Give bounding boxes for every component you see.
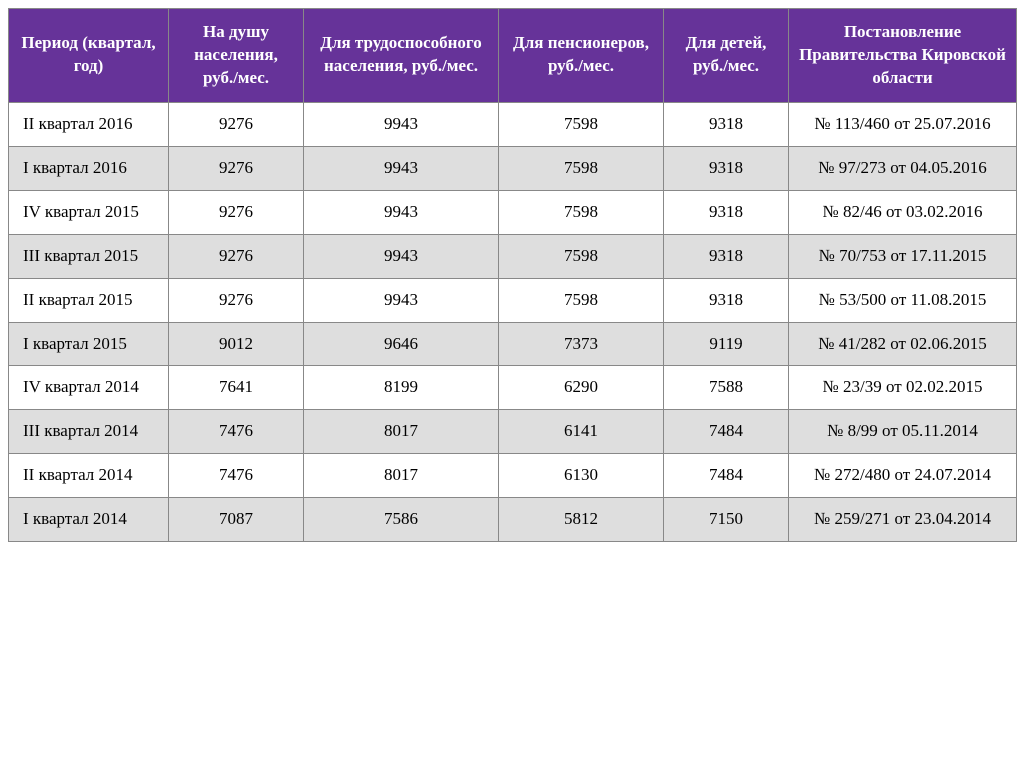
cell-working: 8199 <box>304 366 499 410</box>
table-row: I квартал 2014 7087 7586 5812 7150 № 259… <box>9 498 1017 542</box>
cell-period: I квартал 2016 <box>9 146 169 190</box>
table-row: IV квартал 2015 9276 9943 7598 9318 № 82… <box>9 190 1017 234</box>
table-row: III квартал 2014 7476 8017 6141 7484 № 8… <box>9 410 1017 454</box>
cell-decree: № 41/282 от 02.06.2015 <box>789 322 1017 366</box>
cell-pension: 7598 <box>499 234 664 278</box>
table-header: Период (квартал, год) На душу населения,… <box>9 9 1017 103</box>
cell-pension: 6141 <box>499 410 664 454</box>
cell-percapita: 9276 <box>169 234 304 278</box>
cell-working: 8017 <box>304 410 499 454</box>
col-header-decree: Постановление Правительства Кировской об… <box>789 9 1017 103</box>
cell-decree: № 82/46 от 03.02.2016 <box>789 190 1017 234</box>
table-row: I квартал 2016 9276 9943 7598 9318 № 97/… <box>9 146 1017 190</box>
table-body: II квартал 2016 9276 9943 7598 9318 № 11… <box>9 102 1017 541</box>
table-row: II квартал 2015 9276 9943 7598 9318 № 53… <box>9 278 1017 322</box>
cell-working: 9943 <box>304 102 499 146</box>
cell-children: 9318 <box>664 146 789 190</box>
cell-pension: 7598 <box>499 190 664 234</box>
cell-percapita: 7476 <box>169 454 304 498</box>
cell-decree: № 23/39 от 02.02.2015 <box>789 366 1017 410</box>
cell-period: IV квартал 2015 <box>9 190 169 234</box>
table-row: I квартал 2015 9012 9646 7373 9119 № 41/… <box>9 322 1017 366</box>
cell-decree: № 8/99 от 05.11.2014 <box>789 410 1017 454</box>
cell-period: III квартал 2015 <box>9 234 169 278</box>
living-wage-table: Период (квартал, год) На душу населения,… <box>8 8 1017 542</box>
cell-pension: 7598 <box>499 146 664 190</box>
cell-children: 9318 <box>664 234 789 278</box>
cell-pension: 5812 <box>499 498 664 542</box>
cell-children: 9119 <box>664 322 789 366</box>
cell-children: 7150 <box>664 498 789 542</box>
cell-pension: 6290 <box>499 366 664 410</box>
table-row: IV квартал 2014 7641 8199 6290 7588 № 23… <box>9 366 1017 410</box>
cell-percapita: 9012 <box>169 322 304 366</box>
col-header-period: Период (квартал, год) <box>9 9 169 103</box>
cell-decree: № 53/500 от 11.08.2015 <box>789 278 1017 322</box>
cell-working: 9943 <box>304 234 499 278</box>
cell-period: II квартал 2014 <box>9 454 169 498</box>
cell-decree: № 272/480 от 24.07.2014 <box>789 454 1017 498</box>
cell-children: 7484 <box>664 410 789 454</box>
cell-decree: № 113/460 от 25.07.2016 <box>789 102 1017 146</box>
cell-working: 8017 <box>304 454 499 498</box>
cell-percapita: 9276 <box>169 278 304 322</box>
cell-pension: 6130 <box>499 454 664 498</box>
cell-pension: 7598 <box>499 278 664 322</box>
table-row: II квартал 2014 7476 8017 6130 7484 № 27… <box>9 454 1017 498</box>
cell-working: 9943 <box>304 190 499 234</box>
cell-working: 9943 <box>304 278 499 322</box>
cell-percapita: 7641 <box>169 366 304 410</box>
cell-percapita: 9276 <box>169 190 304 234</box>
cell-children: 7484 <box>664 454 789 498</box>
cell-pension: 7598 <box>499 102 664 146</box>
cell-period: II квартал 2016 <box>9 102 169 146</box>
cell-period: I квартал 2015 <box>9 322 169 366</box>
cell-pension: 7373 <box>499 322 664 366</box>
cell-children: 9318 <box>664 190 789 234</box>
col-header-percapita: На душу населения, руб./мес. <box>169 9 304 103</box>
col-header-working: Для трудоспособного населения, руб./мес. <box>304 9 499 103</box>
cell-working: 7586 <box>304 498 499 542</box>
cell-children: 7588 <box>664 366 789 410</box>
col-header-children: Для детей, руб./мес. <box>664 9 789 103</box>
cell-percapita: 9276 <box>169 146 304 190</box>
cell-working: 9646 <box>304 322 499 366</box>
cell-decree: № 259/271 от 23.04.2014 <box>789 498 1017 542</box>
cell-period: I квартал 2014 <box>9 498 169 542</box>
cell-children: 9318 <box>664 278 789 322</box>
cell-decree: № 70/753 от 17.11.2015 <box>789 234 1017 278</box>
cell-period: II квартал 2015 <box>9 278 169 322</box>
table-row: II квартал 2016 9276 9943 7598 9318 № 11… <box>9 102 1017 146</box>
table-row: III квартал 2015 9276 9943 7598 9318 № 7… <box>9 234 1017 278</box>
cell-percapita: 7087 <box>169 498 304 542</box>
cell-decree: № 97/273 от 04.05.2016 <box>789 146 1017 190</box>
cell-percapita: 9276 <box>169 102 304 146</box>
cell-period: IV квартал 2014 <box>9 366 169 410</box>
cell-working: 9943 <box>304 146 499 190</box>
cell-percapita: 7476 <box>169 410 304 454</box>
col-header-pension: Для пенсионеров, руб./мес. <box>499 9 664 103</box>
cell-children: 9318 <box>664 102 789 146</box>
cell-period: III квартал 2014 <box>9 410 169 454</box>
